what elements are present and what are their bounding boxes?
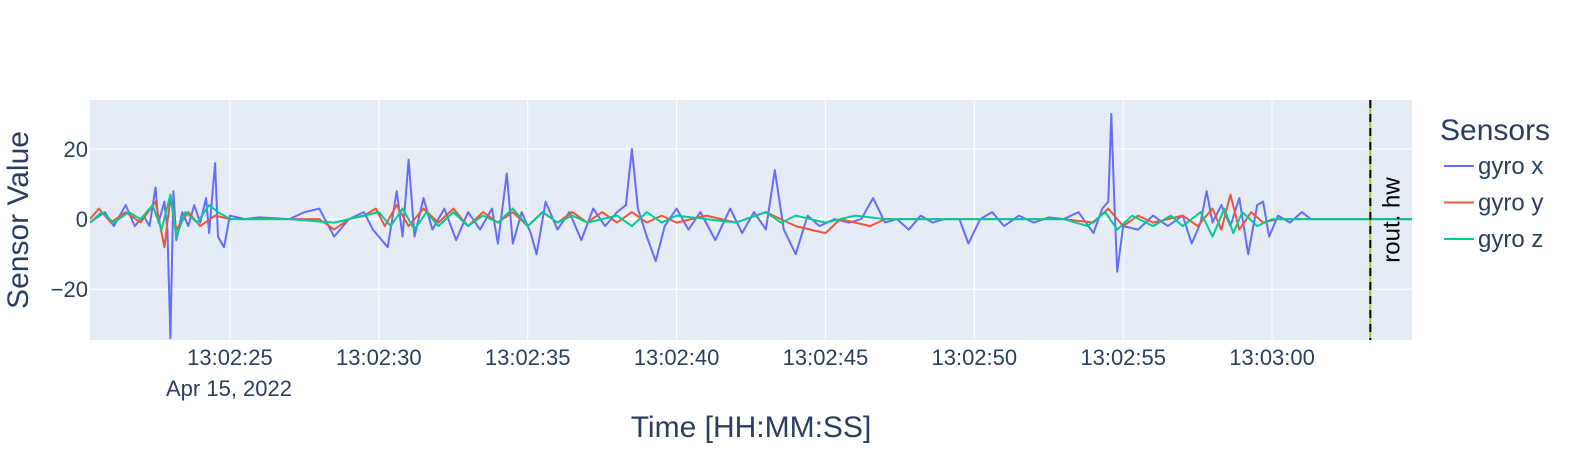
legend-label-gyro-y: gyro y xyxy=(1478,190,1543,217)
x-tick-label: 13:02:40 xyxy=(634,345,720,370)
legend-label-gyro-z: gyro z xyxy=(1478,226,1543,253)
y-axis-ticks: −20 0 20 xyxy=(51,137,88,302)
x-tick-label: 13:02:25 xyxy=(187,345,273,370)
y-axis-title: Sensor Value xyxy=(2,131,35,309)
series-line-gyro-y xyxy=(90,193,1412,249)
y-tick-label: 20 xyxy=(64,137,88,162)
x-tick-label: 13:02:45 xyxy=(783,345,869,370)
x-axis-title: Time [HH:MM:SS] xyxy=(631,411,872,444)
event-label: rout. hw xyxy=(1378,177,1405,263)
series-line-gyro-z xyxy=(90,193,1412,238)
y-tick-label: 0 xyxy=(76,207,88,232)
series-layer xyxy=(90,113,1412,340)
x-axis-ticks: 13:02:25 13:02:30 13:02:35 13:02:40 13:02:45… xyxy=(187,345,1315,370)
x-tick-label: 13:02:30 xyxy=(336,345,422,370)
legend: Sensors gyro x gyro y gyro z xyxy=(1440,114,1550,253)
event-marker: rout. hw xyxy=(1369,100,1405,340)
y-tick-label: −20 xyxy=(51,277,88,302)
x-axis-date-label: Apr 15, 2022 xyxy=(166,376,292,401)
x-tick-label: 13:02:55 xyxy=(1080,345,1166,370)
legend-title: Sensors xyxy=(1440,114,1550,147)
x-tick-label: 13:02:50 xyxy=(931,345,1017,370)
x-tick-label: 13:02:35 xyxy=(485,345,571,370)
x-tick-label: 13:03:00 xyxy=(1229,345,1315,370)
legend-label-gyro-x: gyro x xyxy=(1478,153,1543,180)
